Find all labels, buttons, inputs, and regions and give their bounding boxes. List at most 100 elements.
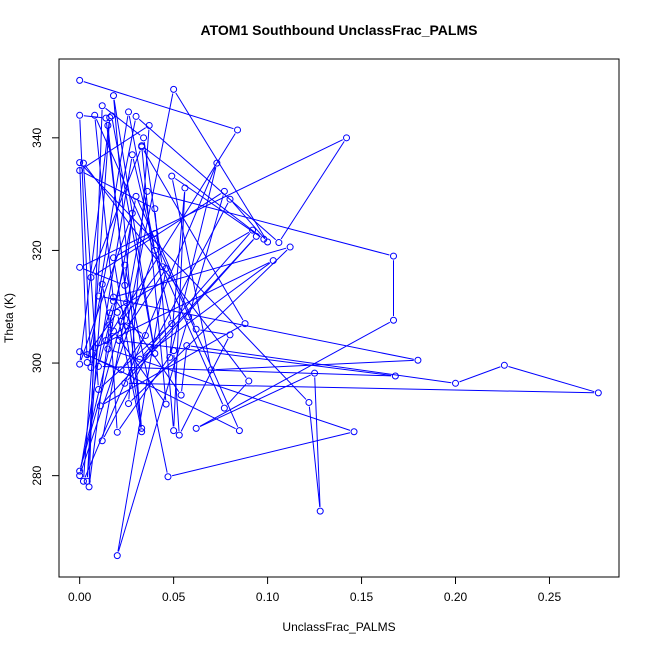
data-point bbox=[226, 195, 234, 203]
data-point bbox=[96, 402, 104, 410]
series-segment bbox=[113, 99, 155, 350]
y-tick-label: 320 bbox=[30, 240, 44, 260]
data-point bbox=[83, 358, 91, 366]
series-segment bbox=[102, 366, 392, 377]
series-segment bbox=[180, 338, 229, 432]
series-segment bbox=[123, 269, 161, 319]
data-point bbox=[226, 331, 234, 339]
data-point bbox=[102, 114, 110, 122]
data-point bbox=[76, 263, 84, 271]
series-segment bbox=[123, 338, 144, 367]
data-point bbox=[110, 327, 117, 335]
data-point bbox=[110, 254, 117, 262]
data-point bbox=[343, 134, 351, 142]
series-segment bbox=[105, 122, 142, 425]
data-point bbox=[132, 192, 140, 200]
data-point bbox=[128, 209, 136, 217]
data-point bbox=[168, 172, 176, 180]
data-point bbox=[79, 477, 87, 485]
data-point bbox=[140, 134, 148, 142]
data-point bbox=[183, 342, 191, 350]
series-segment bbox=[119, 353, 172, 430]
data-point bbox=[115, 337, 123, 345]
series-segment bbox=[124, 323, 143, 334]
data-point bbox=[181, 184, 189, 192]
series-segment bbox=[94, 119, 114, 297]
series-segment bbox=[143, 150, 244, 321]
data-point bbox=[414, 356, 422, 364]
data-point bbox=[132, 112, 140, 120]
series-segment bbox=[102, 296, 414, 360]
data-point bbox=[85, 483, 93, 491]
series-segment bbox=[83, 121, 110, 478]
series-segment bbox=[226, 383, 247, 406]
series-segment bbox=[280, 141, 345, 240]
x-tick-label: 0.20 bbox=[444, 590, 468, 604]
series-segment bbox=[171, 432, 351, 477]
x-tick-label: 0.25 bbox=[538, 590, 562, 604]
data-point bbox=[286, 243, 294, 251]
series-segment bbox=[151, 191, 390, 256]
data-point bbox=[110, 297, 117, 305]
data-point bbox=[121, 379, 129, 387]
x-tick-label: 0.15 bbox=[350, 590, 374, 604]
series-segment bbox=[83, 115, 102, 119]
data-point bbox=[275, 239, 283, 247]
data-point bbox=[452, 379, 460, 387]
series-segment bbox=[199, 374, 311, 428]
series-segment bbox=[142, 262, 271, 358]
data-point bbox=[594, 389, 602, 397]
series-segment bbox=[173, 354, 180, 431]
data-point bbox=[110, 293, 117, 301]
series-segment bbox=[80, 254, 154, 472]
series-segment bbox=[85, 166, 247, 379]
data-point bbox=[177, 391, 185, 399]
series-segment bbox=[142, 233, 251, 357]
data-point bbox=[87, 273, 95, 281]
data-point bbox=[121, 281, 129, 289]
data-point bbox=[151, 246, 159, 254]
data-point bbox=[269, 257, 277, 265]
series-segment bbox=[80, 334, 113, 468]
series-segment bbox=[83, 353, 118, 369]
data-point bbox=[113, 552, 121, 560]
data-point bbox=[170, 85, 178, 93]
data-point bbox=[390, 252, 397, 260]
data-point bbox=[390, 316, 397, 324]
data-point bbox=[123, 299, 131, 307]
data-point bbox=[213, 159, 221, 167]
series-segment bbox=[116, 235, 152, 257]
data-point bbox=[76, 159, 84, 167]
series-segment bbox=[79, 158, 133, 472]
series-segment bbox=[103, 325, 242, 405]
series-segment bbox=[113, 261, 142, 425]
series-segment bbox=[82, 165, 307, 400]
data-point bbox=[76, 467, 84, 475]
series-segment bbox=[215, 359, 414, 371]
series-segment bbox=[132, 158, 172, 320]
data-point bbox=[94, 362, 102, 370]
data-point bbox=[241, 320, 249, 328]
data-point bbox=[98, 280, 106, 288]
data-point bbox=[162, 264, 170, 272]
data-point bbox=[500, 361, 508, 369]
series-segment bbox=[508, 366, 595, 393]
data-point bbox=[305, 398, 313, 406]
series-segment bbox=[144, 147, 261, 238]
data-point bbox=[391, 372, 399, 380]
data-point bbox=[104, 121, 112, 129]
series-segment bbox=[128, 382, 595, 394]
series-segment bbox=[128, 115, 155, 247]
data-point bbox=[162, 400, 170, 408]
data-point bbox=[123, 322, 131, 330]
data-point bbox=[128, 151, 136, 159]
data-point bbox=[192, 424, 200, 432]
series-segment bbox=[111, 349, 351, 431]
data-point bbox=[245, 377, 253, 385]
data-point bbox=[158, 263, 166, 271]
series-segment bbox=[103, 202, 229, 438]
data-point bbox=[234, 126, 242, 134]
series-segment bbox=[113, 231, 250, 312]
